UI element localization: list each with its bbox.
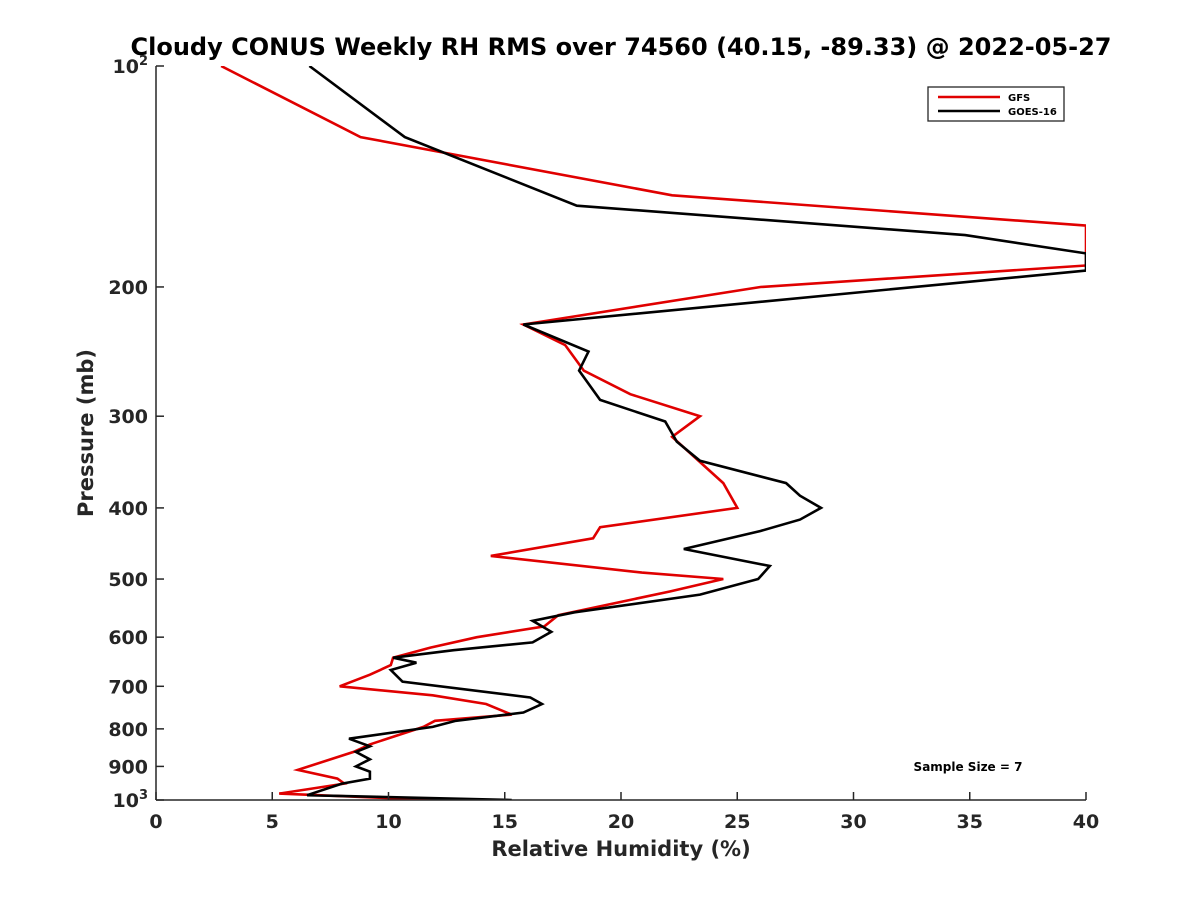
x-tick-label: 5 xyxy=(266,811,279,833)
y-tick-label: 900 xyxy=(108,756,148,778)
y-axis: 102 200 300 400 500 600 700 800 900 103 xyxy=(108,54,164,812)
x-tick-label: 40 xyxy=(1073,811,1099,833)
y-tick-label: 200 xyxy=(108,277,148,299)
y-tick-label: 600 xyxy=(108,627,148,649)
x-tick-label: 15 xyxy=(492,811,518,833)
y-tick-label: 700 xyxy=(108,676,148,698)
plot-area xyxy=(220,66,1086,800)
chart-title: Cloudy CONUS Weekly RH RMS over 74560 (4… xyxy=(131,33,1112,61)
y-tick-label: 400 xyxy=(108,498,148,520)
y-tick-label: 500 xyxy=(108,569,148,591)
series-line-goes-16 xyxy=(306,66,1086,800)
y-tick-label: 800 xyxy=(108,719,148,741)
sample-size-annotation: Sample Size = 7 xyxy=(914,760,1023,774)
x-tick-label: 20 xyxy=(608,811,634,833)
y-tick-label: 102 xyxy=(113,54,149,78)
x-axis: 0 5 10 15 20 25 30 35 40 xyxy=(149,792,1099,833)
x-tick-label: 10 xyxy=(375,811,401,833)
legend-box xyxy=(927,86,1065,122)
x-tick-label: 30 xyxy=(840,811,866,833)
legend-label-goes-16: GOES-16 xyxy=(1008,107,1057,118)
x-tick-label: 0 xyxy=(149,811,162,833)
legend: GFS GOES-16 xyxy=(927,86,1065,122)
y-tick-label: 103 xyxy=(113,788,149,812)
y-tick-label: 300 xyxy=(108,406,148,428)
x-tick-label: 35 xyxy=(957,811,983,833)
x-tick-label: 25 xyxy=(724,811,750,833)
x-axis-label: Relative Humidity (%) xyxy=(491,837,750,861)
y-axis-label: Pressure (mb) xyxy=(74,349,98,517)
legend-label-gfs: GFS xyxy=(1008,93,1030,104)
series-line-gfs xyxy=(220,66,1086,800)
